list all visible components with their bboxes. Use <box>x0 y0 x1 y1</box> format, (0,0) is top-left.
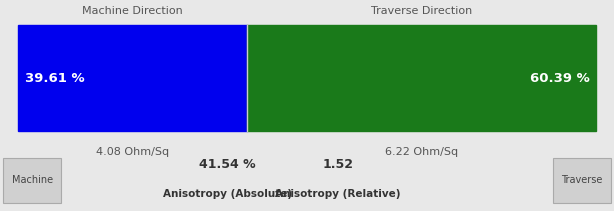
Text: 41.54 %: 41.54 % <box>199 158 255 171</box>
Text: Traverse Direction: Traverse Direction <box>371 5 472 16</box>
Text: Anisotropy (Absolute): Anisotropy (Absolute) <box>163 189 292 199</box>
Text: 1.52: 1.52 <box>322 158 353 171</box>
Bar <box>247 25 596 131</box>
Text: Machine: Machine <box>12 175 53 185</box>
Text: 39.61 %: 39.61 % <box>25 72 84 85</box>
Text: 4.08 Ohm/Sq: 4.08 Ohm/Sq <box>96 147 169 157</box>
Text: Anisotropy (Relative): Anisotropy (Relative) <box>275 189 400 199</box>
Text: 60.39 %: 60.39 % <box>530 72 589 85</box>
FancyBboxPatch shape <box>3 158 61 203</box>
Text: Machine Direction: Machine Direction <box>82 5 183 16</box>
FancyBboxPatch shape <box>553 158 611 203</box>
Text: Traverse: Traverse <box>561 175 602 185</box>
Text: 6.22 Ohm/Sq: 6.22 Ohm/Sq <box>385 147 458 157</box>
Bar <box>18 25 247 131</box>
